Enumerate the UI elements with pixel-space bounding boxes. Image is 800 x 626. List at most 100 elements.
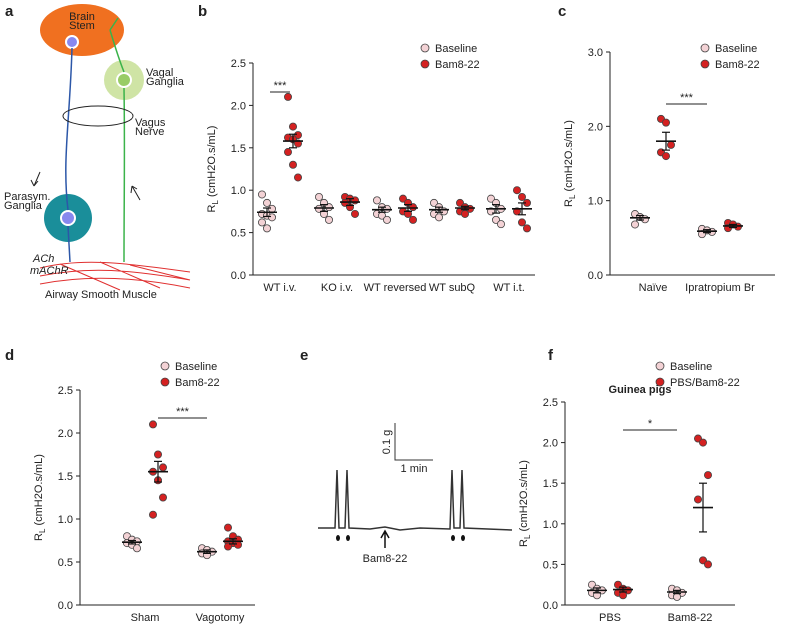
legend-label: Baseline [715, 43, 757, 55]
data-point [673, 592, 682, 601]
data-point [288, 122, 297, 131]
y-label-sub: L [38, 528, 47, 533]
y-axis-label: RL (cmH2O.s/mL) [518, 460, 532, 547]
dot [336, 535, 340, 541]
panel-letter: b [198, 3, 207, 20]
data-point [132, 544, 141, 553]
y-tick-label: 0.5 [231, 228, 246, 240]
y-label-main: R [563, 199, 575, 207]
legend-label: PBS/Bam8-22 [670, 377, 740, 389]
data-point [293, 173, 302, 182]
y-tick-label: 0.0 [58, 600, 73, 612]
data-point [267, 204, 276, 213]
y-tick-label: 0.0 [231, 270, 246, 282]
arrow [380, 529, 390, 548]
efferent-fiber [65, 47, 73, 263]
y-label-main: R [206, 204, 218, 212]
y-tick-label: 1.0 [588, 196, 603, 208]
data-point [523, 224, 532, 233]
data-point [267, 213, 276, 222]
y-tick-label: 2.5 [58, 385, 73, 397]
y-label-unit: (cmH2O.s/mL) [563, 120, 575, 192]
y-axis-label: RL (cmH2O.s/mL) [563, 120, 577, 207]
dot [451, 535, 455, 541]
y-axis-label: RL (cmH2O.s/mL) [206, 126, 220, 213]
y-tick-label: 2.5 [231, 58, 246, 70]
data-point [465, 204, 474, 213]
y-label-sub: L [523, 534, 532, 539]
data-point [491, 215, 500, 224]
panel-letter: e [300, 347, 308, 364]
y-label-unit: (cmH2O.s/mL) [33, 454, 45, 526]
data-point [496, 220, 505, 229]
y-tick-label: 0.5 [58, 557, 73, 569]
data-point [158, 463, 167, 472]
data-point [408, 203, 417, 212]
y-tick-label: 1.0 [543, 519, 558, 531]
data-point [513, 186, 522, 195]
data-point [350, 209, 359, 218]
data-point [148, 420, 157, 429]
trace-line [318, 469, 513, 531]
data-point [439, 207, 448, 216]
x-tick-label: WT i.t. [493, 282, 525, 294]
data-point [662, 152, 671, 161]
data-point [455, 198, 464, 207]
legend-marker [420, 59, 430, 69]
data-point [314, 204, 323, 213]
significance-label: *** [274, 80, 288, 92]
data-point [324, 203, 333, 212]
y-tick-label: 0.5 [543, 559, 558, 571]
legend-marker [700, 59, 710, 69]
afferent-fiber [109, 17, 126, 263]
data-point [699, 438, 708, 447]
y-tick-label: 2.0 [58, 428, 73, 440]
y-tick-label: 1.5 [58, 471, 73, 483]
legend-marker [700, 43, 710, 53]
y-tick-label: 1.5 [543, 478, 558, 490]
x-tick-label: Sham [131, 612, 160, 624]
legend-marker [420, 43, 430, 53]
smooth-muscle [39, 261, 191, 291]
data-point [153, 450, 162, 459]
y-tick-label: 2.0 [231, 100, 246, 112]
data-point [631, 220, 640, 229]
x-tick-label: WT i.v. [263, 282, 296, 294]
legend-label: Baseline [670, 361, 712, 373]
neuron [116, 72, 132, 88]
data-point [350, 196, 359, 205]
data-point [293, 131, 302, 140]
legend-marker [655, 361, 665, 371]
legend-label: Baseline [175, 361, 217, 373]
data-point [372, 196, 381, 205]
y-label-unit: (cmH2O.s/mL) [518, 460, 530, 532]
y-tick-label: 2.5 [543, 397, 558, 409]
panel-letter: a [5, 3, 14, 20]
data-point [704, 560, 713, 569]
data-point [619, 591, 628, 600]
data-point [382, 215, 391, 224]
scale-bar [394, 423, 433, 461]
y-tick-label: 1.0 [58, 514, 73, 526]
panel-letter: f [548, 347, 554, 364]
dot [461, 535, 465, 541]
data-point [662, 118, 671, 127]
y-tick-label: 2.0 [543, 438, 558, 450]
data-point [288, 160, 297, 169]
y-tick-label: 3.0 [588, 47, 603, 59]
x-tick-label: Naïve [639, 282, 668, 294]
data-point [704, 471, 713, 480]
data-point [223, 542, 232, 551]
x-tick-label: WT reversed [364, 282, 427, 294]
y-tick-label: 1.0 [231, 185, 246, 197]
data-point [518, 192, 527, 201]
label: mAChR [30, 265, 69, 277]
data-point [283, 148, 292, 157]
data-point [398, 194, 407, 203]
panel-letter: c [558, 3, 566, 20]
x-tick-label: PBS [599, 612, 621, 624]
data-point [158, 493, 167, 502]
significance-label: *** [680, 92, 694, 104]
x-tick-label: Bam8-22 [668, 612, 713, 624]
